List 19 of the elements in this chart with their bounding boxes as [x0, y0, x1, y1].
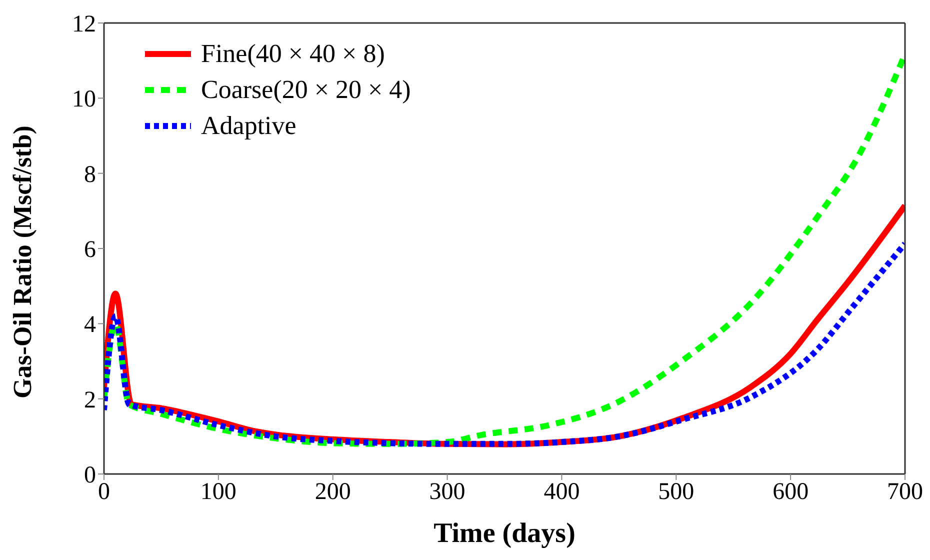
x-tick-label: 200 — [314, 479, 351, 506]
y-tick-label: 8 — [84, 162, 96, 188]
legend-label: Fine(40 × 40 × 8) — [201, 38, 385, 70]
y-tick-label: 12 — [72, 12, 96, 38]
x-tick-label: 400 — [544, 479, 580, 506]
y-tick-label: 6 — [84, 237, 96, 264]
x-tick-label: 300 — [429, 479, 466, 506]
legend-label: Coarse(20 × 20 × 4) — [201, 74, 411, 106]
x-tick-label: 700 — [887, 479, 923, 506]
y-axis-title: Gas-Oil Ratio (Mscf/stb) — [8, 126, 38, 398]
y-tick-label: 10 — [72, 86, 96, 113]
x-axis-title: Time (days) — [434, 518, 576, 549]
legend-label: Adaptive — [201, 110, 296, 142]
y-tick-label: 4 — [84, 312, 96, 338]
x-tick-label: 600 — [772, 479, 809, 506]
y-tick-label: 2 — [84, 387, 96, 414]
x-tick-label: 500 — [658, 479, 694, 506]
y-tick-label: 0 — [84, 462, 96, 489]
x-tick-label: 100 — [200, 479, 236, 506]
